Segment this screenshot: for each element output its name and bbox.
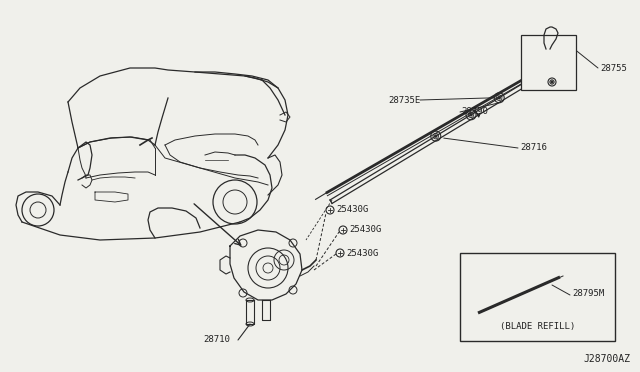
Text: 25430G: 25430G — [336, 205, 368, 214]
Text: 28735E: 28735E — [388, 96, 420, 105]
Bar — [460, 253, 615, 341]
Text: J28700AZ: J28700AZ — [583, 354, 630, 364]
Text: 25430G: 25430G — [349, 224, 381, 234]
Text: 28795M: 28795M — [572, 289, 604, 298]
Bar — [520, 35, 575, 90]
Text: 28710: 28710 — [203, 336, 230, 344]
Circle shape — [498, 97, 500, 99]
Text: (BLADE REFILL): (BLADE REFILL) — [500, 321, 575, 330]
Circle shape — [470, 114, 472, 116]
Text: 25430G: 25430G — [346, 250, 378, 259]
Text: 28716: 28716 — [520, 142, 547, 151]
Circle shape — [435, 135, 436, 137]
Circle shape — [551, 81, 553, 83]
Text: 28790: 28790 — [461, 106, 488, 115]
Text: 28755: 28755 — [600, 64, 627, 73]
